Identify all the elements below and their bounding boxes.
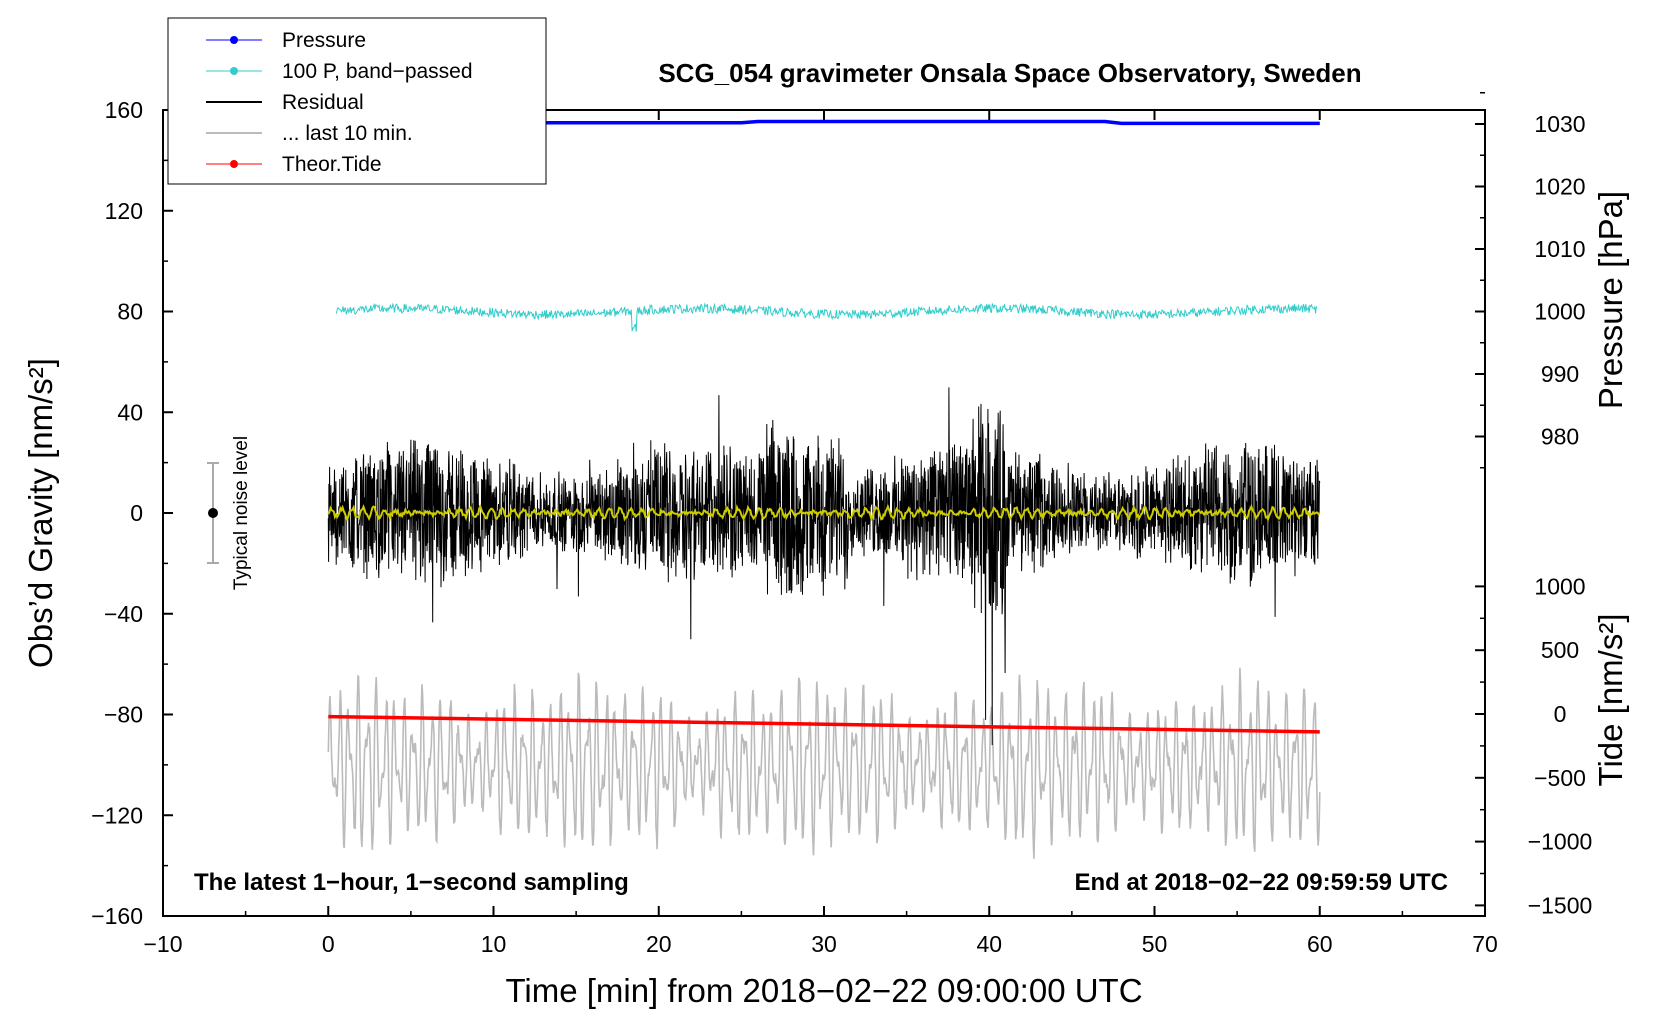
legend-item-tide: Theor.Tide [206, 153, 382, 176]
pressure-tick-label: 990 [1541, 361, 1579, 387]
tide-tick-label: 1000 [1534, 573, 1585, 599]
legend-marker-bandpassed [230, 67, 238, 75]
x-tick-label: 70 [1472, 931, 1498, 957]
y-axis-left: 160 120 80 40 0 −40 −80 −120 −160 [91, 97, 173, 929]
x-axis-label: Time [min] from 2018−02−22 09:00:00 UTC [505, 972, 1142, 1009]
y-tick-label: 120 [105, 198, 143, 224]
x-tick-label: 30 [811, 931, 837, 957]
series-residual-line [327, 387, 1321, 746]
noise-label: Typical noise level [231, 436, 252, 590]
x-tick-label: 10 [481, 931, 507, 957]
x-tick-label: 0 [322, 931, 335, 957]
series-bandpassed-line [336, 302, 1317, 332]
pressure-tick-label: 1020 [1534, 174, 1585, 200]
tide-tick-label: 0 [1554, 701, 1567, 727]
y-tick-label: −120 [91, 802, 143, 828]
pressure-tick-label: 1000 [1534, 299, 1585, 325]
tide-tick-label: 500 [1541, 637, 1579, 663]
x-tick-label: 60 [1307, 931, 1333, 957]
y-tick-label: 80 [117, 299, 143, 325]
noise-level-indicator: Typical noise level [207, 436, 252, 590]
y-tick-label: −160 [91, 903, 143, 929]
end-time-note: End at 2018−02−22 09:59:59 UTC [1074, 869, 1448, 896]
y-axis-pressure: 1030 1020 1010 1000 990 980 [1475, 92, 1586, 469]
sampling-note: The latest 1−hour, 1−second sampling [194, 869, 629, 896]
legend-marker-pressure [230, 36, 238, 44]
series-pressure-line [328, 119, 1320, 126]
tide-tick-label: −500 [1534, 765, 1586, 791]
x-tick-label: −10 [143, 931, 182, 957]
legend-label-residual: Residual [282, 91, 364, 114]
legend-item-residual: Residual [206, 91, 364, 114]
x-axis: −10 0 10 20 30 40 50 60 70 [143, 110, 1498, 957]
legend-item-bandpassed: 100 P, band−passed [206, 60, 473, 83]
legend-item-pressure: Pressure [206, 29, 366, 52]
pressure-tick-label: 1030 [1534, 111, 1585, 137]
legend-label-tide: Theor.Tide [282, 153, 382, 176]
x-tick-label: 20 [646, 931, 672, 957]
y-axis-label-pressure: Pressure [hPa] [1592, 191, 1629, 409]
y-tick-label: 40 [117, 399, 143, 425]
legend-marker-tide [230, 160, 238, 168]
chart-title: SCG_054 gravimeter Onsala Space Observat… [658, 58, 1361, 88]
tide-tick-label: −1000 [1528, 829, 1593, 855]
x-tick-label: 40 [976, 931, 1002, 957]
pressure-tick-label: 980 [1541, 424, 1579, 450]
x-tick-label: 50 [1142, 931, 1168, 957]
y-axis-label-gravity: Obs’d Gravity [nm/s²] [22, 358, 59, 668]
legend-label-pressure: Pressure [282, 29, 366, 52]
y-tick-label: −40 [104, 601, 143, 627]
series-smoothed-line [327, 503, 1321, 523]
y-tick-label: 0 [130, 500, 143, 526]
pressure-tick-label: 1010 [1534, 236, 1585, 262]
y-tick-label: 160 [105, 97, 143, 123]
y-axis-tide: 1000 500 0 −500 −1000 −1500 [1475, 573, 1592, 918]
legend: Pressure 100 P, band−passed Residual ...… [167, 17, 547, 185]
legend-label-bandpassed: 100 P, band−passed [282, 60, 473, 83]
noise-dot [208, 508, 218, 518]
series-tide-line [328, 714, 1320, 734]
y-tick-label: −80 [104, 702, 143, 728]
data-layer [327, 119, 1321, 859]
legend-item-last10: ... last 10 min. [206, 122, 413, 145]
series-last10-line [327, 667, 1321, 859]
y-axis-label-tide: Tide [nm/s²] [1592, 614, 1629, 787]
legend-label-last10: ... last 10 min. [282, 122, 413, 145]
tide-tick-label: −1500 [1528, 892, 1593, 918]
